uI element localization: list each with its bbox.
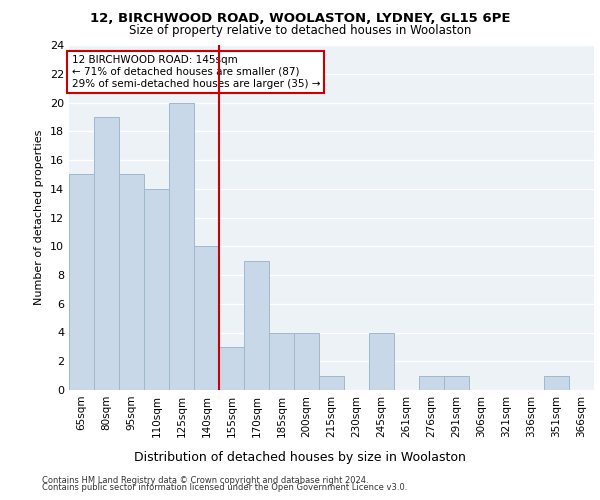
Bar <box>94 117 119 390</box>
Text: Contains public sector information licensed under the Open Government Licence v3: Contains public sector information licen… <box>42 484 407 492</box>
Y-axis label: Number of detached properties: Number of detached properties <box>34 130 44 305</box>
Text: 12 BIRCHWOOD ROAD: 145sqm
← 71% of detached houses are smaller (87)
29% of semi-: 12 BIRCHWOOD ROAD: 145sqm ← 71% of detac… <box>71 56 320 88</box>
Text: Contains HM Land Registry data © Crown copyright and database right 2024.: Contains HM Land Registry data © Crown c… <box>42 476 368 485</box>
Bar <box>294 332 319 390</box>
Text: 12, BIRCHWOOD ROAD, WOOLASTON, LYDNEY, GL15 6PE: 12, BIRCHWOOD ROAD, WOOLASTON, LYDNEY, G… <box>90 12 510 26</box>
Bar <box>219 347 244 390</box>
Bar <box>194 246 219 390</box>
Bar <box>544 376 569 390</box>
Bar <box>69 174 94 390</box>
Bar <box>444 376 469 390</box>
Text: Size of property relative to detached houses in Woolaston: Size of property relative to detached ho… <box>129 24 471 37</box>
Text: Distribution of detached houses by size in Woolaston: Distribution of detached houses by size … <box>134 451 466 464</box>
Bar <box>269 332 294 390</box>
Bar <box>169 102 194 390</box>
Bar <box>369 332 394 390</box>
Bar <box>144 189 169 390</box>
Bar <box>244 260 269 390</box>
Bar <box>419 376 444 390</box>
Bar <box>119 174 144 390</box>
Bar <box>319 376 344 390</box>
